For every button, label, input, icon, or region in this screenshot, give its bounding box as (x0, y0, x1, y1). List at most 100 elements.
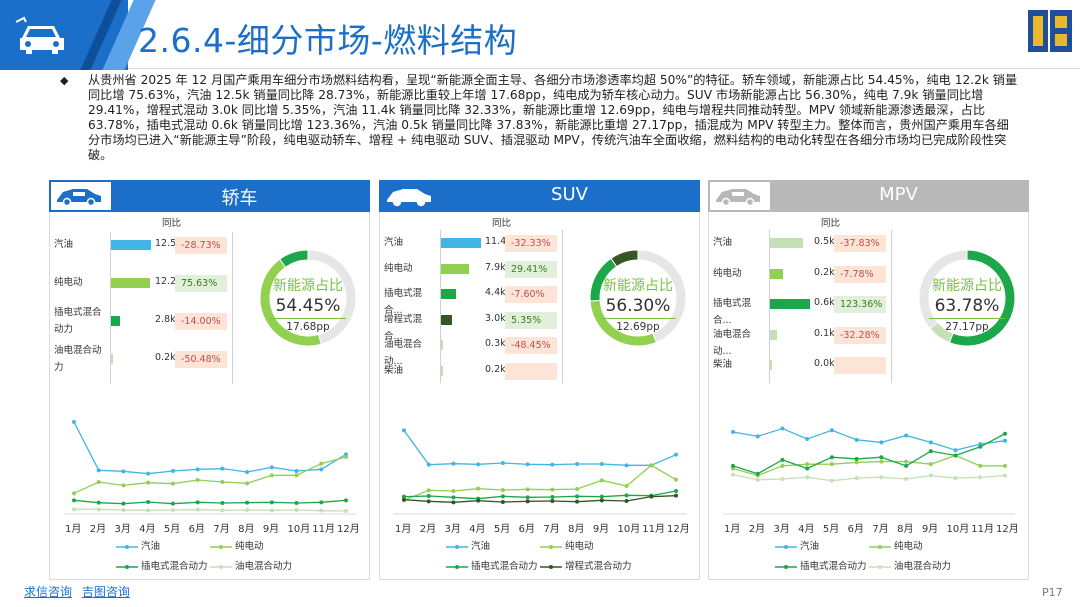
series-point (928, 449, 933, 454)
category-label-line: 纯电动 (54, 277, 83, 288)
legend-item: 纯电动 (540, 538, 594, 552)
series-point (220, 501, 225, 505)
bar-value: 0.2k (814, 266, 835, 278)
footer-link-1[interactable]: 求信咨询 (24, 585, 73, 599)
series-point (829, 428, 834, 433)
panel-body: 同比 汽油 11.4k -32.33% 纯电动 7.9k 29.41% 插电式混合... 4.4… (379, 212, 700, 580)
series-point (195, 478, 200, 482)
series-point (269, 473, 274, 478)
yoy-cell: -7.78% (834, 265, 886, 283)
legend-label: 增程式混合动力 (562, 561, 632, 572)
legend: 汽油 纯电动 插电式混合动力 增程式混合动力 (380, 538, 700, 578)
yoy-cell: 5.35% (505, 311, 557, 329)
legend-dot (125, 564, 129, 569)
series-point (146, 508, 151, 513)
series-point (269, 465, 274, 470)
legend-swatch (210, 564, 232, 569)
panel-tab[interactable]: MPV (708, 180, 1029, 212)
series-line (732, 427, 1006, 451)
donut-title: 新能源占比 (273, 278, 343, 294)
brand-logo (1028, 10, 1072, 52)
series-point (344, 455, 348, 459)
series-point (476, 498, 481, 503)
month-label: 11月 (642, 524, 665, 535)
series-point (319, 461, 324, 466)
series-point (599, 494, 604, 499)
series-point (879, 459, 884, 464)
month-label: 10月 (946, 524, 970, 535)
legend-label: 油电混合动力 (232, 561, 293, 572)
series-point (245, 500, 250, 505)
month-label: 6月 (188, 524, 205, 535)
legend-label: 插电式混合动力 (138, 561, 208, 572)
category-label: 柴油 (384, 362, 440, 379)
series-point (500, 500, 505, 504)
month-label: 12月 (667, 524, 690, 535)
month-label: 5月 (163, 524, 181, 535)
series-point (674, 477, 678, 482)
category-label-line: 油电混合动... (384, 339, 423, 367)
legend-item: 纯电动 (869, 538, 923, 552)
legend: 汽油 纯电动 插电式混合动力 油电混合动力 (50, 538, 370, 578)
series-point (72, 491, 76, 496)
series-point (854, 437, 859, 442)
legend-dot (455, 564, 459, 569)
month-label: 3月 (114, 524, 131, 535)
series-line (732, 433, 1006, 475)
panel-tab[interactable]: SUV (379, 180, 700, 212)
legend-dot (219, 564, 223, 569)
series-point (146, 480, 151, 485)
series-point (550, 495, 555, 499)
series-point (344, 509, 348, 513)
nev-share-value: 54.45% (275, 296, 341, 316)
series-point (525, 487, 530, 492)
series-point (928, 440, 933, 445)
category-label-line: 汽油 (54, 239, 74, 250)
bar (770, 329, 777, 340)
car-icon (15, 16, 64, 54)
month-label: 8月 (568, 524, 585, 535)
category-label-line: 增程式混合... (384, 313, 423, 342)
month-label: 7月 (543, 524, 560, 535)
series-point (451, 461, 456, 466)
series-point (674, 489, 678, 493)
legend-swatch (540, 544, 562, 549)
series-point (575, 494, 580, 499)
series-point (220, 480, 225, 484)
legend-item: 油电混合动力 (869, 558, 951, 572)
yoy-cell: -7.60% (505, 286, 557, 303)
bar (441, 263, 469, 274)
panel-tab[interactable]: 轿车 (49, 180, 370, 212)
series-point (146, 471, 151, 476)
legend-dot (219, 544, 223, 549)
series-point (426, 488, 431, 493)
car-icon (383, 184, 435, 208)
series-point (780, 426, 785, 431)
footer-link-2[interactable]: 吉图咨询 (81, 585, 130, 599)
series-point (500, 461, 505, 465)
bar-value: 0.1k (814, 327, 835, 339)
series-point (319, 500, 324, 505)
category-label-line: 柴油 (384, 364, 404, 376)
bar-value: 7.9k (485, 261, 506, 273)
series-point (294, 469, 299, 473)
series-point (780, 476, 785, 481)
series-point (426, 462, 431, 467)
series-point (245, 470, 250, 474)
series-point (500, 494, 505, 499)
bar (441, 340, 443, 350)
nev-share-donut (259, 249, 357, 347)
series-point (319, 508, 324, 513)
category-label: 柴油 (713, 356, 769, 373)
series-line (403, 495, 677, 503)
yoy-cell: -37.83% (834, 235, 886, 252)
series-point (451, 500, 456, 505)
legend-label: 插电式混合动力 (468, 561, 538, 572)
series-point (879, 455, 884, 460)
series-point (121, 469, 126, 474)
car-icon (53, 184, 105, 208)
category-label-line: 力 (54, 362, 64, 373)
nev-share-pp: 27.17pp (945, 321, 989, 333)
legend-swatch (116, 544, 138, 549)
month-label: 12月 (337, 524, 360, 535)
